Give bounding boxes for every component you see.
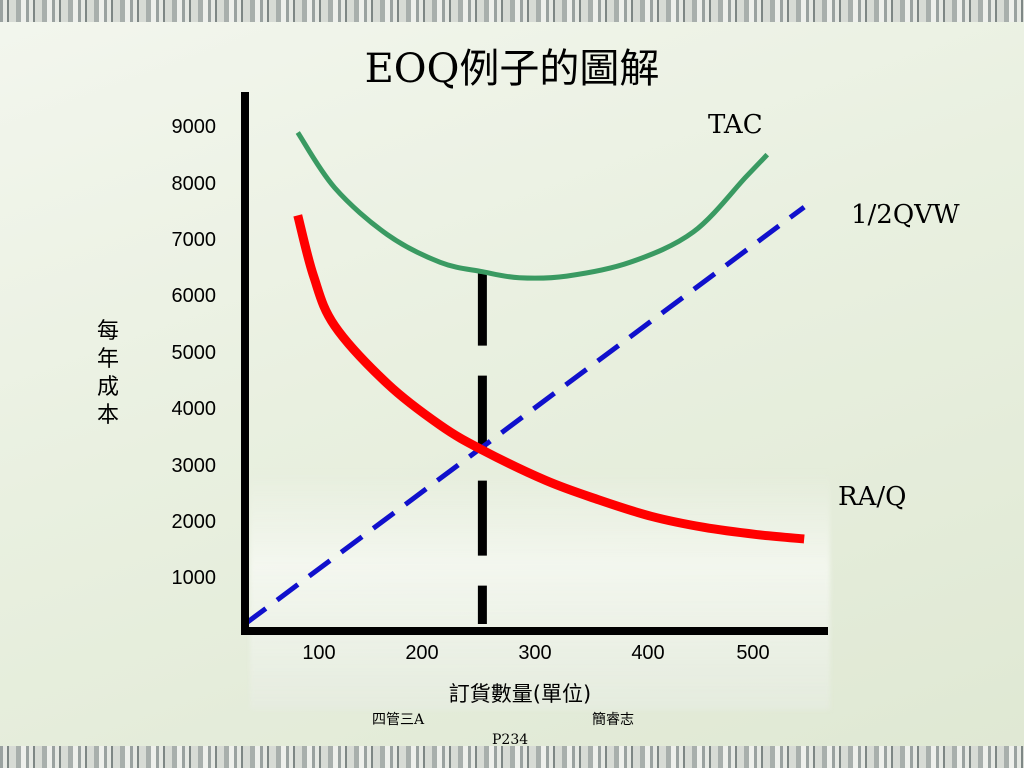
footer-page-number: P234 (492, 732, 529, 748)
series-label-tac: TAC (708, 110, 763, 140)
bottom-decorative-stripe (0, 746, 1024, 768)
x-tick-200: 200 (405, 642, 439, 664)
top-decorative-stripe (0, 0, 1024, 22)
x-tick-100: 100 (302, 642, 336, 664)
y-tick-6000: 6000 (171, 285, 217, 307)
y-tick-3000: 3000 (171, 455, 217, 477)
y-axis-label: 每年成本 (96, 319, 119, 428)
series-label-ordering-cost: RA/Q (838, 482, 907, 512)
background-paper-stack (250, 470, 830, 710)
chart-title: EOQ例子的圖解 (364, 46, 660, 92)
series-label-holding-cost: 1/2QVW (851, 200, 960, 230)
y-tick-4000: 4000 (171, 398, 217, 420)
y-tick-5000: 5000 (171, 342, 217, 364)
footer-left-text: 四管三A (372, 712, 425, 728)
y-tick-9000: 9000 (171, 116, 217, 138)
y-tick-7000: 7000 (171, 229, 217, 251)
x-tick-500: 500 (736, 642, 770, 664)
plot-layer (243, 131, 806, 627)
y-tick-8000: 8000 (171, 173, 217, 195)
y-tick-1000: 1000 (171, 567, 217, 589)
x-tick-400: 400 (631, 642, 665, 664)
tac-curve (295, 131, 770, 281)
y-tick-2000: 2000 (171, 511, 217, 533)
holding-cost-line (243, 205, 806, 627)
footer-right-text: 簡睿志 (592, 712, 634, 728)
x-axis-label: 訂貨數量(單位) (448, 682, 592, 706)
x-tick-300: 300 (518, 642, 552, 664)
ordering-cost-curve (293, 214, 805, 544)
